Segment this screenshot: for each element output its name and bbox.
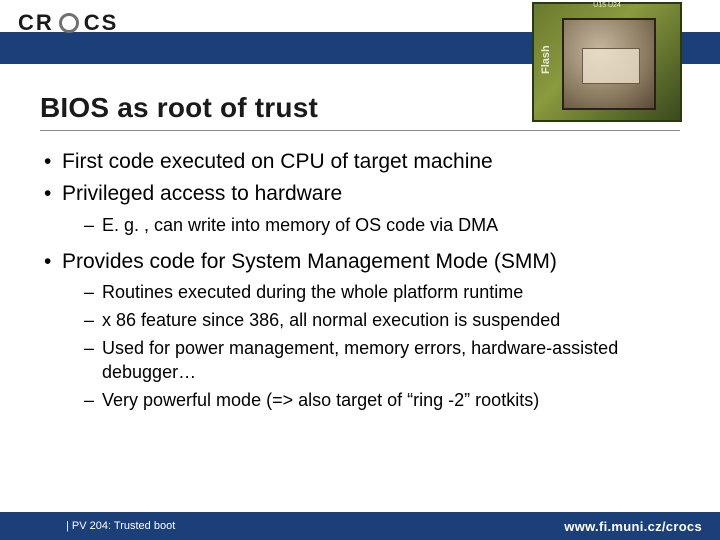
bullet-text: Privileged access to hardware [62, 182, 342, 205]
bullet-list: First code executed on CPU of target mac… [40, 148, 690, 413]
header: CR CS U15 U24 Flash [0, 0, 720, 68]
sub-text: x 86 feature since 386, all normal execu… [102, 310, 560, 330]
bullet-item: First code executed on CPU of target mac… [40, 148, 690, 176]
slide-title: BIOS as root of trust [40, 92, 680, 131]
footer: | PV 204: Trusted boot www.fi.muni.cz/cr… [0, 512, 720, 540]
sub-text: Very powerful mode (=> also target of “r… [102, 390, 539, 410]
chip-board-labels: U15 U24 [534, 2, 680, 9]
sub-item: Very powerful mode (=> also target of “r… [62, 388, 690, 413]
sub-text: Used for power management, memory errors… [102, 338, 618, 383]
sub-item: Used for power management, memory errors… [62, 336, 690, 386]
footer-right: www.fi.muni.cz/crocs [564, 519, 702, 534]
sub-list: Routines executed during the whole platf… [62, 280, 690, 413]
sub-item: Routines executed during the whole platf… [62, 280, 690, 305]
bullet-item: Provides code for System Management Mode… [40, 248, 690, 413]
logo-ring-icon [59, 13, 79, 33]
footer-left: | PV 204: Trusted boot [66, 520, 175, 532]
content: First code executed on CPU of target mac… [40, 148, 690, 423]
slide: CR CS U15 U24 Flash BIOS as root of trus… [0, 0, 720, 540]
sub-list: E. g. , can write into memory of OS code… [62, 213, 690, 238]
title-wrap: BIOS as root of trust [40, 92, 680, 131]
bullet-item: Privileged access to hardware E. g. , ca… [40, 180, 690, 237]
sub-text: Routines executed during the whole platf… [102, 282, 523, 302]
logo-text-cr: CR [18, 10, 54, 36]
bullet-text: Provides code for System Management Mode… [62, 250, 557, 273]
logo-text-cs: CS [84, 10, 119, 36]
crocs-logo: CR CS [18, 10, 118, 36]
chip-flash-label: Flash [540, 45, 552, 74]
sub-text: E. g. , can write into memory of OS code… [102, 215, 498, 235]
sub-item: E. g. , can write into memory of OS code… [62, 213, 690, 238]
bullet-text: First code executed on CPU of target mac… [62, 150, 493, 173]
sub-item: x 86 feature since 386, all normal execu… [62, 308, 690, 333]
